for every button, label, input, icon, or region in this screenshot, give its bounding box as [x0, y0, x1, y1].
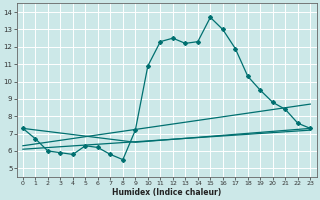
- X-axis label: Humidex (Indice chaleur): Humidex (Indice chaleur): [112, 188, 221, 197]
